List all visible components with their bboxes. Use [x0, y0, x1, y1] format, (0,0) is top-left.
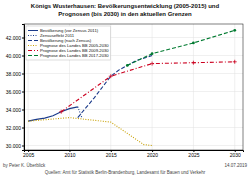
- legend-swatch: [28, 35, 38, 36]
- y-tick: 34.000: [6, 107, 24, 113]
- x-tick: 2015: [106, 150, 117, 158]
- footnote: 14.07.2019: [224, 163, 247, 168]
- legend-box: [26, 26, 111, 60]
- grid-line: [152, 24, 153, 150]
- marker: [150, 62, 154, 66]
- legend-swatch: [28, 30, 38, 31]
- x-tick-label: 2010: [64, 152, 75, 158]
- series-line: [61, 62, 235, 112]
- y-tick-mark: [22, 56, 24, 57]
- y-tick: 30.000: [6, 143, 24, 149]
- x-tick-label: 2025: [188, 152, 199, 158]
- y-tick-label: 42.000: [6, 35, 22, 41]
- legend: Bevölkerung (vor Zensus 2011)Zensuseffek…: [26, 26, 111, 60]
- y-tick-label: 32.000: [6, 125, 22, 131]
- marker: [233, 60, 237, 64]
- grid-line: [24, 145, 243, 146]
- x-tick: 2030: [230, 150, 241, 158]
- marker: [59, 110, 63, 114]
- y-tick: 40.000: [6, 53, 24, 59]
- x-tick: 2005: [23, 150, 34, 158]
- legend-swatch: [28, 45, 38, 46]
- plot: 2005 2010 2015 2020 2025 2030 30.000 32.000 34.0…: [6, 24, 244, 158]
- y-tick-mark: [22, 110, 24, 111]
- y-tick: 42.000: [6, 35, 24, 41]
- x-tick-label: 2015: [106, 152, 117, 158]
- y-tick-mark: [22, 74, 24, 75]
- series-line: [127, 30, 234, 65]
- chart: Königs Wusterhausen: Bevölkerungsentwick…: [0, 0, 250, 177]
- x-axis: 2005 2010 2015 2020 2025 2030: [23, 150, 243, 158]
- x-tick-label: 2020: [147, 152, 158, 158]
- y-tick-mark: [22, 146, 24, 147]
- y-axis-line: [22, 25, 25, 151]
- marker: [191, 61, 195, 65]
- y-tick: 32.000: [6, 125, 24, 131]
- y-tick-label: 40.000: [6, 53, 22, 59]
- grid-line: [193, 24, 194, 150]
- marker: [109, 74, 113, 78]
- series-line: [28, 118, 152, 146]
- x-tick: 2020: [147, 150, 158, 158]
- series-line: [78, 56, 152, 118]
- legend-swatch: [28, 55, 38, 56]
- y-tick-label: 30.000: [6, 143, 22, 149]
- grid-line: [24, 91, 243, 92]
- x-axis-line: [25, 151, 244, 153]
- y-axis: 30.000 32.000 34.000 36.000 38.000 40.000 42.0…: [6, 25, 25, 151]
- y-tick-mark: [22, 128, 24, 129]
- legend-swatch: [28, 40, 38, 41]
- y-tick-label: 34.000: [6, 107, 22, 113]
- grid-line: [24, 73, 243, 74]
- grid: [24, 24, 243, 150]
- y-tick-label: 36.000: [6, 89, 22, 95]
- subtitle: Prognosen (bis 2030) in den aktuellen Gr…: [58, 11, 192, 17]
- marker: [192, 42, 195, 45]
- x-tick: 2025: [188, 150, 199, 158]
- legend-label: Prognose des Landes BB 2017-2030: [40, 53, 109, 58]
- marker: [151, 52, 154, 55]
- grid-line: [24, 109, 243, 110]
- marker: [126, 64, 129, 67]
- grid-line: [234, 24, 235, 150]
- y-tick: 38.000: [6, 71, 24, 77]
- plot-frame: [24, 24, 243, 150]
- y-tick: 36.000: [6, 89, 24, 95]
- marker: [233, 29, 236, 32]
- x-tick: 2010: [64, 150, 75, 158]
- footnote: Quellen: Amt für Statistik Berlin-Brande…: [45, 170, 206, 175]
- y-tick-mark: [22, 38, 24, 39]
- y-tick-mark: [22, 92, 24, 93]
- title: Königs Wusterhausen: Bevölkerungsentwick…: [31, 3, 220, 9]
- y-tick-label: 38.000: [6, 71, 22, 77]
- x-tick-label: 2005: [23, 152, 34, 158]
- grid-line: [24, 127, 243, 128]
- series-line: [28, 107, 78, 121]
- marks: [28, 29, 237, 146]
- legend-swatch: [28, 50, 38, 51]
- footnote: by Peter K. Überblick: [3, 162, 46, 168]
- x-tick-label: 2030: [230, 152, 241, 158]
